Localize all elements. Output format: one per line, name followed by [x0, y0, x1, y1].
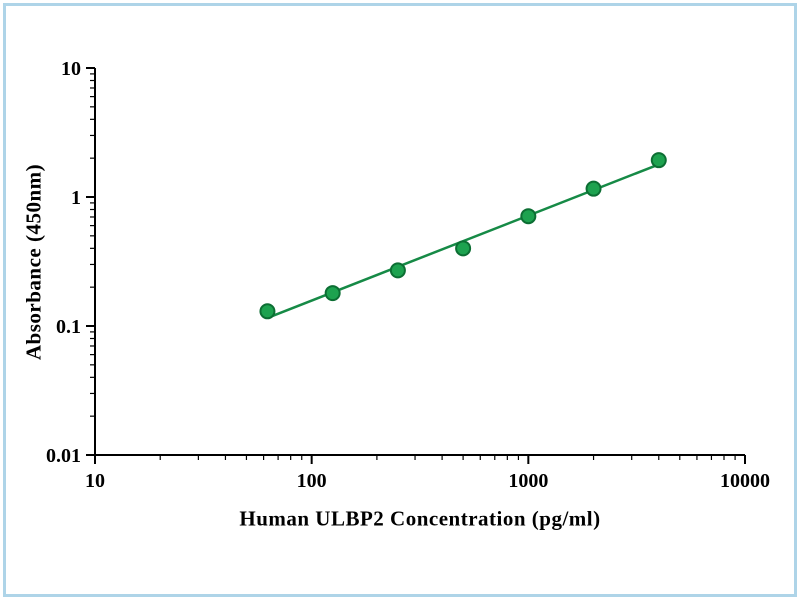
x-tick-label: 100	[297, 470, 327, 492]
data-point-marker	[389, 262, 406, 279]
data-point-marker	[455, 240, 472, 257]
x-axis-label: Human ULBP2 Concentration (pg/ml)	[239, 506, 601, 531]
data-point-marker	[520, 208, 537, 225]
data-point-marker	[324, 285, 341, 302]
y-tick-label: 10	[61, 58, 81, 80]
x-tick-label: 10000	[720, 470, 770, 492]
x-tick-label: 10	[85, 470, 105, 492]
x-tick-label: 1000	[508, 470, 548, 492]
y-tick-label: 0.1	[56, 316, 81, 338]
y-axis-label: Absorbance (450nm)	[21, 163, 46, 361]
data-point-marker	[650, 152, 667, 169]
y-tick-label: 1	[71, 187, 81, 209]
data-point-marker	[585, 180, 602, 197]
y-tick-label: 0.01	[46, 445, 81, 467]
data-point-marker	[259, 303, 276, 320]
